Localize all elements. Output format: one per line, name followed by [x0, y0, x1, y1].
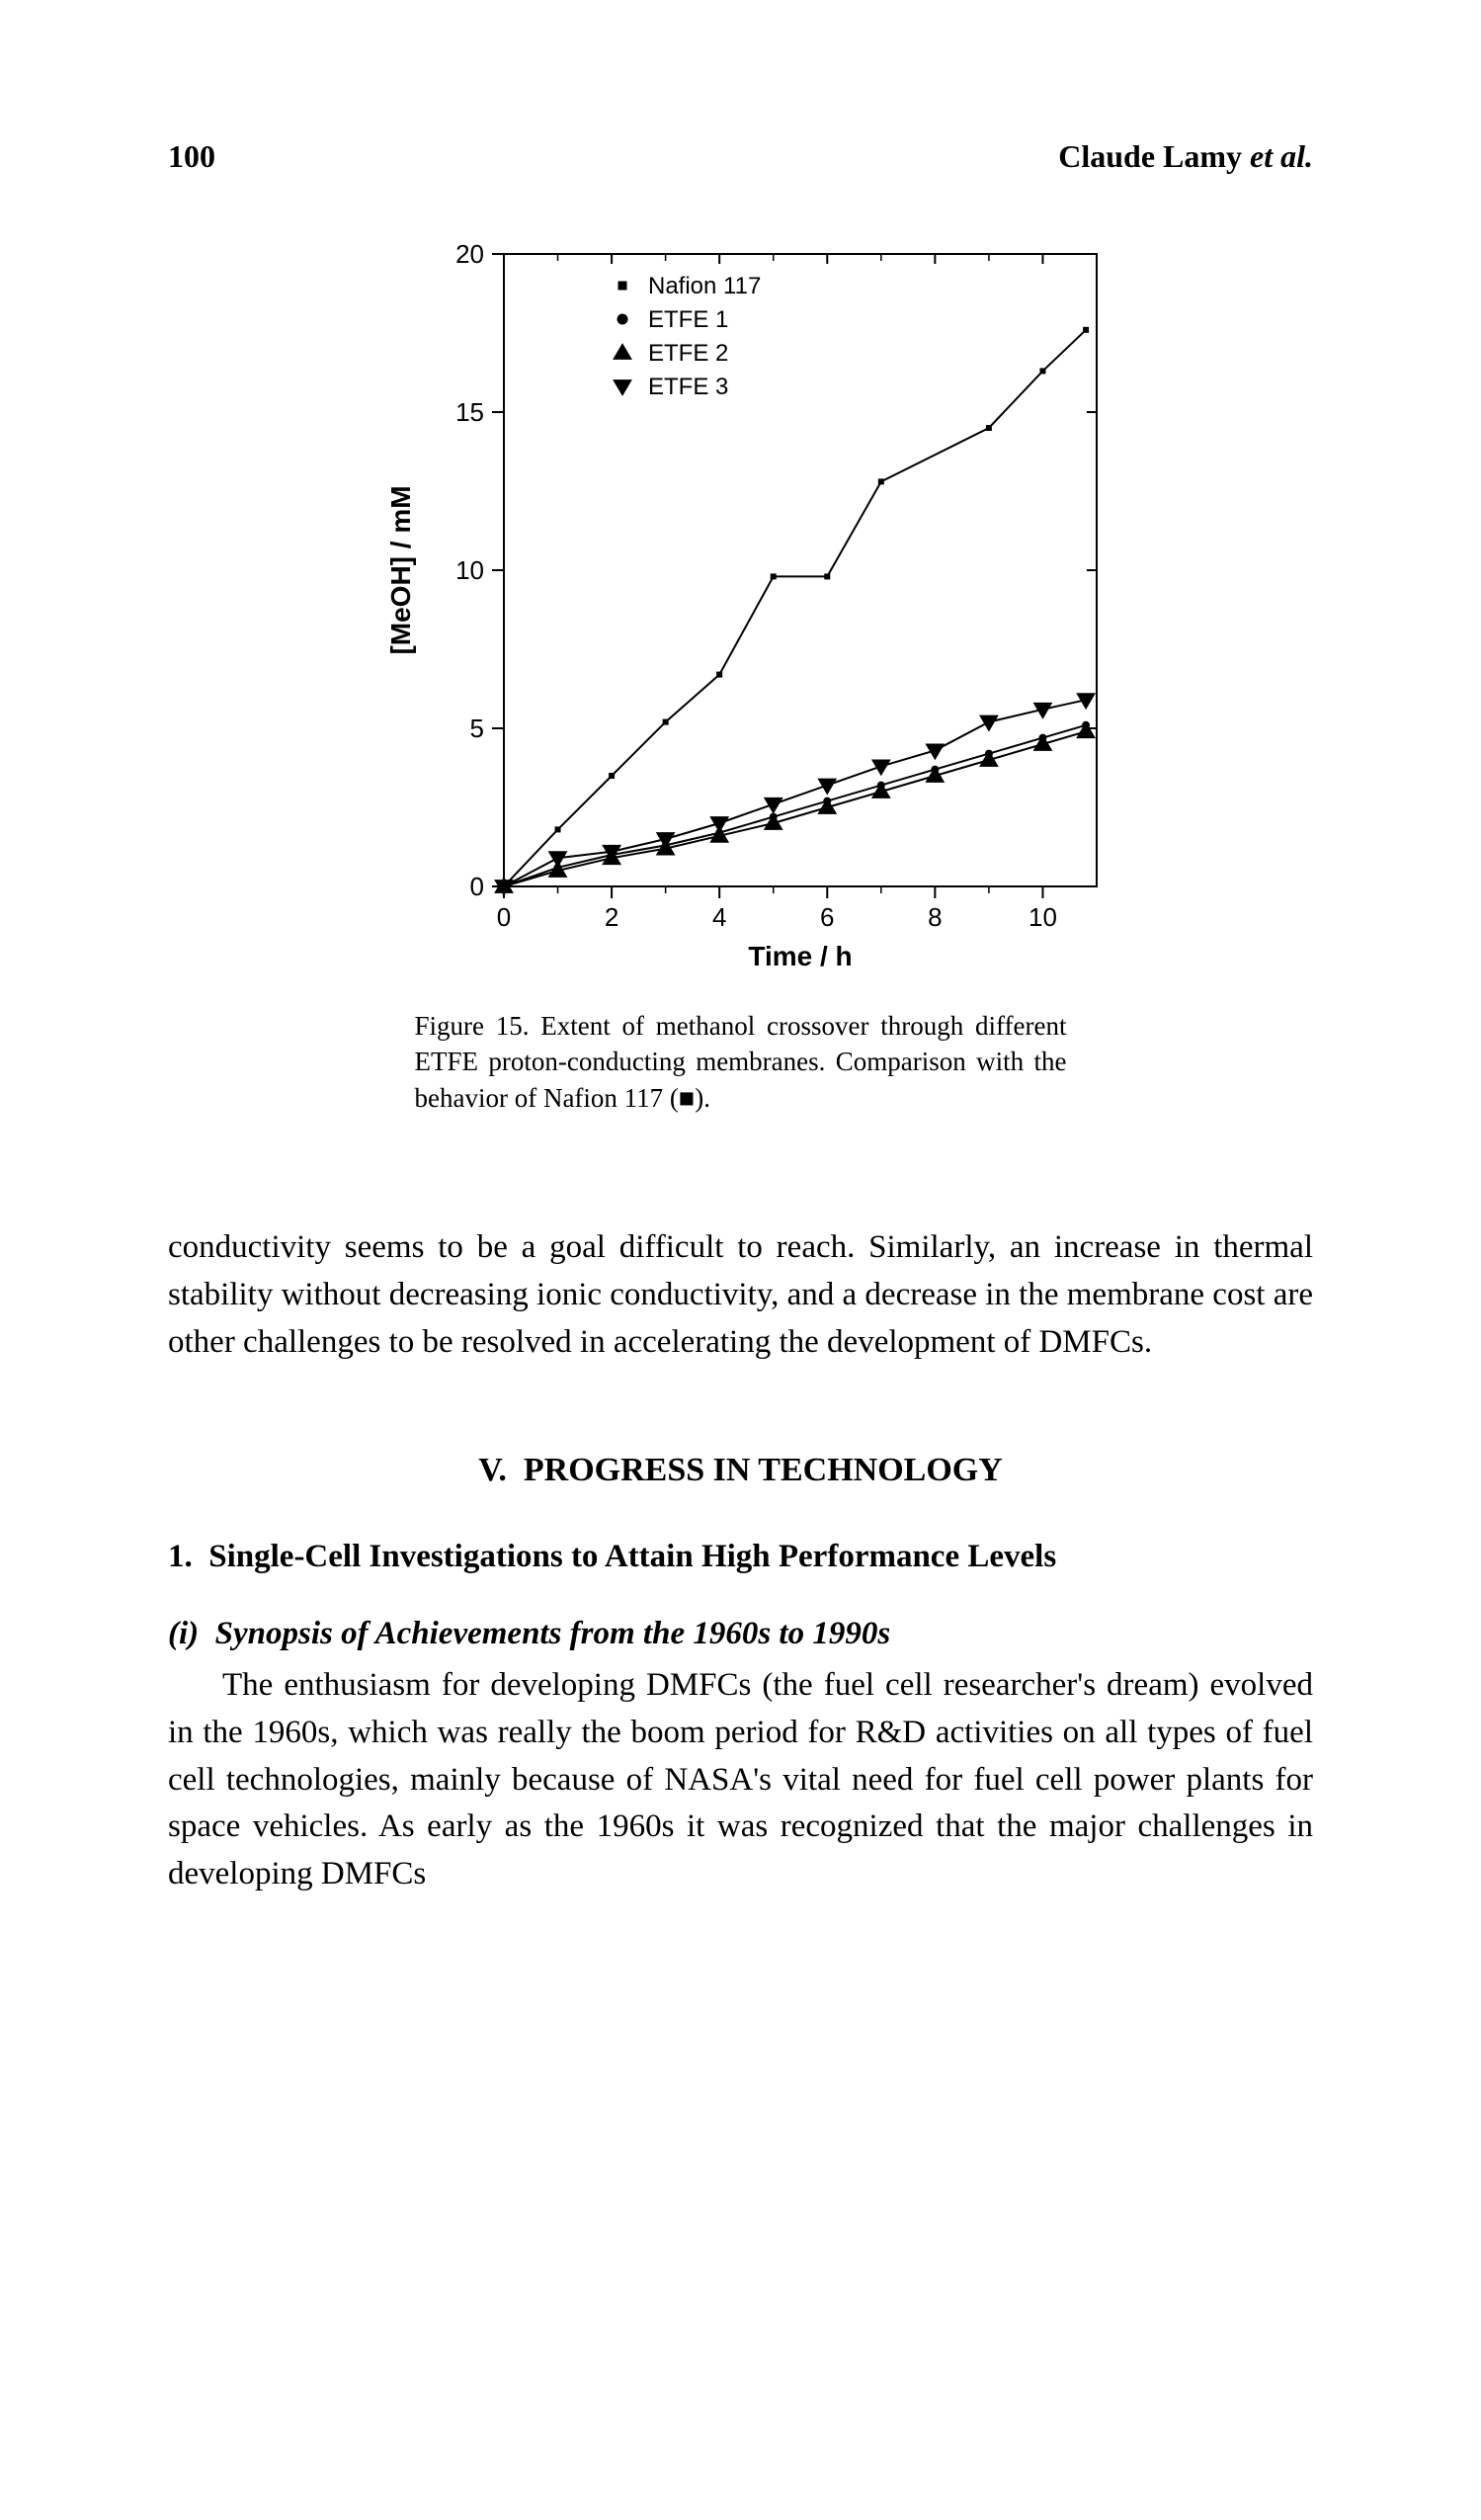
svg-text:5: 5 — [469, 714, 483, 743]
etal-suffix: et al. — [1250, 138, 1313, 174]
svg-text:6: 6 — [820, 902, 834, 932]
svg-text:4: 4 — [711, 902, 725, 932]
body-text: conductivity seems to be a goal difficul… — [168, 1224, 1313, 1898]
svg-text:2: 2 — [604, 902, 617, 932]
subsubsection-heading: (i) Synopsis of Achievements from the 19… — [168, 1611, 1313, 1658]
running-head-right: Claude Lamy et al. — [1058, 138, 1313, 175]
section-heading: V. PROGRESS IN TECHNOLOGY — [168, 1446, 1313, 1494]
section-title: PROGRESS IN TECHNOLOGY — [524, 1452, 1003, 1488]
caption-prefix: Figure 15. — [415, 1011, 530, 1041]
svg-text:10: 10 — [455, 555, 484, 585]
section-number: V. — [478, 1452, 507, 1488]
svg-text:ETFE 1: ETFE 1 — [648, 306, 728, 333]
svg-text:Nafion 117: Nafion 117 — [648, 273, 761, 299]
methanol-crossover-chart: 0 2 4 6 8 10 0 5 10 15 20 Time / h [MeOH] / mM Nafion… — [366, 234, 1116, 985]
svg-text:8: 8 — [928, 902, 942, 932]
running-head: 100 Claude Lamy et al. — [168, 138, 1313, 175]
svg-text:15: 15 — [455, 397, 484, 427]
figure-caption: Figure 15. Extent of methanol crossover … — [415, 1008, 1067, 1116]
svg-text:0: 0 — [469, 872, 483, 901]
page-number: 100 — [168, 138, 215, 175]
svg-text:0: 0 — [496, 902, 510, 932]
paragraph-main: The enthusiasm for developing DMFCs (the… — [168, 1662, 1313, 1898]
svg-text:ETFE 3: ETFE 3 — [648, 374, 728, 400]
subsection-number: 1. — [168, 1539, 193, 1574]
subsub-title: Synopsis of Achievements from the 1960s … — [215, 1616, 891, 1651]
paragraph-continuation: conductivity seems to be a goal difficul… — [168, 1224, 1313, 1367]
svg-text:ETFE 2: ETFE 2 — [648, 340, 728, 367]
svg-text:20: 20 — [455, 239, 484, 269]
author-name: Claude Lamy — [1058, 138, 1242, 174]
svg-text:10: 10 — [1028, 902, 1056, 932]
subsub-label: (i) — [168, 1616, 199, 1651]
figure-15: 0 2 4 6 8 10 0 5 10 15 20 Time / h [MeOH] / mM Nafion… — [366, 234, 1116, 1116]
svg-text:[MeOH] / mM: [MeOH] / mM — [385, 485, 416, 654]
subsection-title: Single-Cell Investigations to Attain Hig… — [208, 1539, 1056, 1574]
page-root: 100 Claude Lamy et al. 024681005101520Ti… — [0, 0, 1481, 2520]
subsection-heading: 1. Single-Cell Investigations to Attain … — [168, 1534, 1313, 1581]
svg-text:Time / h: Time / h — [748, 941, 852, 971]
